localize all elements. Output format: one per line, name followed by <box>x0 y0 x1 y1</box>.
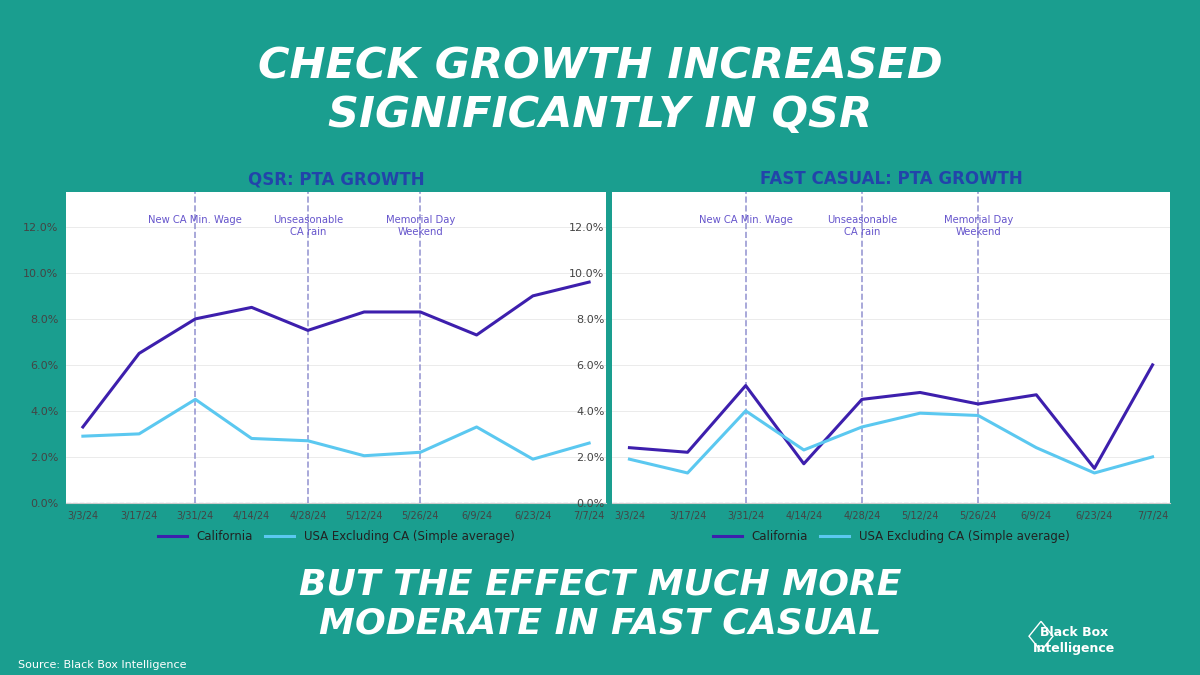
Text: New CA Min. Wage: New CA Min. Wage <box>149 215 242 225</box>
Text: Unseasonable
CA rain: Unseasonable CA rain <box>272 215 343 237</box>
Polygon shape <box>1030 621 1054 651</box>
Text: BUT THE EFFECT MUCH MORE
MODERATE IN FAST CASUAL: BUT THE EFFECT MUCH MORE MODERATE IN FAS… <box>299 568 901 641</box>
Text: Memorial Day
Weekend: Memorial Day Weekend <box>385 215 455 237</box>
Title: FAST CASUAL: PTA GROWTH: FAST CASUAL: PTA GROWTH <box>760 170 1022 188</box>
Text: Black Box
Intelligence: Black Box Intelligence <box>1033 626 1115 655</box>
Title: QSR: PTA GROWTH: QSR: PTA GROWTH <box>247 170 425 188</box>
Legend: California, USA Excluding CA (Simple average): California, USA Excluding CA (Simple ave… <box>708 526 1074 548</box>
Text: Unseasonable
CA rain: Unseasonable CA rain <box>827 215 898 237</box>
Legend: California, USA Excluding CA (Simple average): California, USA Excluding CA (Simple ave… <box>152 526 520 548</box>
Text: New CA Min. Wage: New CA Min. Wage <box>698 215 793 225</box>
Text: Source: Black Box Intelligence: Source: Black Box Intelligence <box>18 659 186 670</box>
Text: Memorial Day
Weekend: Memorial Day Weekend <box>943 215 1013 237</box>
Text: CHECK GROWTH INCREASED
SIGNIFICANTLY IN QSR: CHECK GROWTH INCREASED SIGNIFICANTLY IN … <box>258 46 942 136</box>
